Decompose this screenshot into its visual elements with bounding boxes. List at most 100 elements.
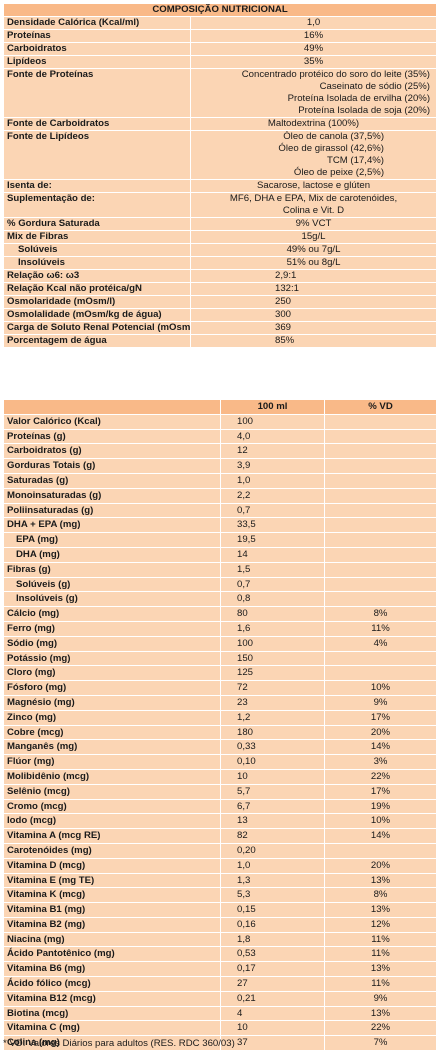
nutrient-vd — [324, 443, 437, 460]
nutrient-vd — [324, 576, 437, 593]
nutrient-vd: 13% — [324, 961, 437, 978]
nutrition-row: Vitamina B6 (mg) 0,17 13% — [3, 961, 437, 978]
nutrient-label: Proteínas (g) — [3, 428, 221, 445]
nutrient-amount: 1,0 — [220, 472, 325, 489]
nutrient-amount: 150 — [220, 650, 325, 667]
nutrient-vd — [324, 650, 437, 667]
nutrient-label: Selênio (mcg) — [3, 783, 221, 800]
nutrient-amount: 0,16 — [220, 916, 325, 933]
nutrient-label: Iodo (mcg) — [3, 813, 221, 830]
nutrition-row: Valor Calórico (Kcal) 100 — [3, 413, 437, 430]
nutrient-label: DHA + EPA (mg) — [3, 517, 221, 534]
nutrient-label: Colina (mg) — [3, 1035, 221, 1052]
composition-row: Porcentagem de água 85% — [3, 334, 438, 348]
nutrient-amount: 5,3 — [220, 887, 325, 904]
nutrition-row: Vitamina B1 (mg) 0,15 13% — [3, 902, 437, 918]
source-line: Concentrado protéico do soro do leite (3… — [241, 69, 431, 81]
nutrient-amount: 1,8 — [220, 931, 325, 948]
nutrition-row: Proteínas (g) 4,0 — [3, 428, 437, 445]
nutrient-vd — [324, 458, 437, 474]
nutrient-amount: 80 — [220, 606, 325, 622]
nutrient-label: Carboidratos (g) — [3, 443, 221, 460]
composition-label: Carboidratos — [3, 42, 191, 56]
nutrition-header-vd: % VD — [324, 399, 437, 415]
nutrient-amount: 1,5 — [220, 561, 325, 578]
composition-label: Fonte de Carboidratos — [3, 117, 191, 131]
nutrient-amount: 0,8 — [220, 591, 325, 608]
nutrient-label: Zinco (mg) — [3, 709, 221, 726]
nutrient-vd: 10% — [324, 813, 437, 830]
protein-sources: Concentrado protéico do soro do leite (3… — [189, 68, 438, 118]
nutrition-row: Cálcio (mg) 80 8% — [3, 606, 437, 622]
composition-value: 369 — [189, 321, 438, 335]
nutrient-vd: 9% — [324, 990, 437, 1007]
nutrient-vd — [324, 428, 437, 445]
nutrition-row: DHA (mg) 14 — [3, 546, 437, 563]
nutrient-amount: 12 — [220, 443, 325, 460]
nutrient-vd: 3% — [324, 754, 437, 770]
source-line: Óleo de canola (37,5%) — [283, 131, 385, 143]
nutrition-row: Poliinsaturadas (g) 0,7 — [3, 502, 437, 519]
source-line: Óleo de girassol (42,6%) — [278, 143, 385, 154]
nutrient-label: Carotenóides (mg) — [3, 842, 221, 859]
composition-row: Isenta de: Sacarose, lactose e glúten — [3, 179, 438, 193]
nutrient-vd: 20% — [324, 857, 437, 874]
nutrition-header-label — [3, 399, 221, 415]
nutrient-label: Sódio (mg) — [3, 635, 221, 652]
nutrient-amount: 0,20 — [220, 842, 325, 859]
source-line: TCM (17,4%) — [326, 155, 385, 166]
nutrition-row: Sódio (mg) 100 4% — [3, 635, 437, 652]
nutrient-vd: 14% — [324, 828, 437, 844]
nutrient-label: Molibidênio (mcg) — [3, 768, 221, 785]
nutrition-row: Vitamina B12 (mcg) 0,21 9% — [3, 990, 437, 1007]
nutrition-row: Vitamina E (mg TE) 1,3 13% — [3, 872, 437, 889]
nutrient-vd — [324, 472, 437, 489]
nutrient-amount: 100 — [220, 413, 325, 430]
nutrient-amount: 0,7 — [220, 502, 325, 519]
composition-row: Fonte de Lipídeos Óleo de canola (37,5%)… — [3, 130, 438, 180]
nutrient-vd: 14% — [324, 739, 437, 756]
nutrient-amount: 10 — [220, 768, 325, 785]
composition-label: Solúveis — [3, 243, 191, 257]
nutrient-vd: 13% — [324, 1005, 437, 1022]
composition-value: 132:1 — [189, 282, 438, 296]
nutrient-amount: 13 — [220, 813, 325, 830]
nutrition-row: Ácido Pantotênico (mg) 0,53 11% — [3, 946, 437, 963]
nutrition-row: Monoinsaturadas (g) 2,2 — [3, 487, 437, 504]
composition-label: Osmolaridade (mOsm/l) — [3, 295, 191, 309]
source-line: Proteína Isolada de ervilha (20%) — [287, 93, 431, 104]
nutrition-row: Cobre (mcg) 180 20% — [3, 724, 437, 741]
composition-value: 300 — [189, 308, 438, 322]
composition-row: Carboidratos 49% — [3, 42, 438, 56]
nutrient-amount: 14 — [220, 546, 325, 563]
composition-row: Mix de Fibras 15g/L — [3, 230, 438, 244]
nutrient-vd: 9% — [324, 694, 437, 711]
nutrient-label: Vitamina B12 (mcg) — [3, 990, 221, 1007]
composition-title-row: COMPOSIÇÃO NUTRICIONAL — [2, 3, 438, 17]
composition-value: 49% — [189, 42, 438, 56]
nutrition-header-amount: 100 ml — [220, 399, 325, 415]
nutrient-vd: 17% — [324, 709, 437, 726]
nutrient-label: Cobre (mcg) — [3, 724, 221, 741]
nutrition-row: Vitamina C (mg) 10 22% — [3, 1020, 437, 1037]
nutrient-amount: 0,15 — [220, 902, 325, 918]
nutrient-label: Vitamina B1 (mg) — [3, 902, 221, 918]
composition-label: Carga de Soluto Renal Potencial (mOsm/L) — [3, 321, 191, 335]
nutrient-vd: 12% — [324, 916, 437, 933]
nutrition-row: Carboidratos (g) 12 — [3, 443, 437, 460]
nutrient-vd: 8% — [324, 606, 437, 622]
composition-label: Relação ω6: ω3 — [3, 269, 191, 283]
nutrient-vd — [324, 502, 437, 519]
nutrition-row: Iodo (mcg) 13 10% — [3, 813, 437, 830]
source-line: Proteína Isolada de soja (20%) — [298, 105, 431, 116]
composition-row: Suplementação de: MF6, DHA e EPA, Mix de… — [3, 192, 438, 218]
composition-row: Osmolaridade (mOsm/l) 250 — [3, 295, 438, 309]
composition-label: Relação Kcal não protéica/gN — [3, 282, 191, 296]
nutrient-amount: 0,33 — [220, 739, 325, 756]
nutrient-label: Vitamina C (mg) — [3, 1020, 221, 1037]
composition-label: Isenta de: — [3, 179, 191, 193]
composition-row: Carga de Soluto Renal Potencial (mOsm/L)… — [3, 321, 438, 335]
source-line: Óleo de peixe (2,5%) — [293, 167, 385, 178]
composition-label: Fonte de Proteínas — [3, 68, 191, 118]
nutrition-row: Selênio (mcg) 5,7 17% — [3, 783, 437, 800]
